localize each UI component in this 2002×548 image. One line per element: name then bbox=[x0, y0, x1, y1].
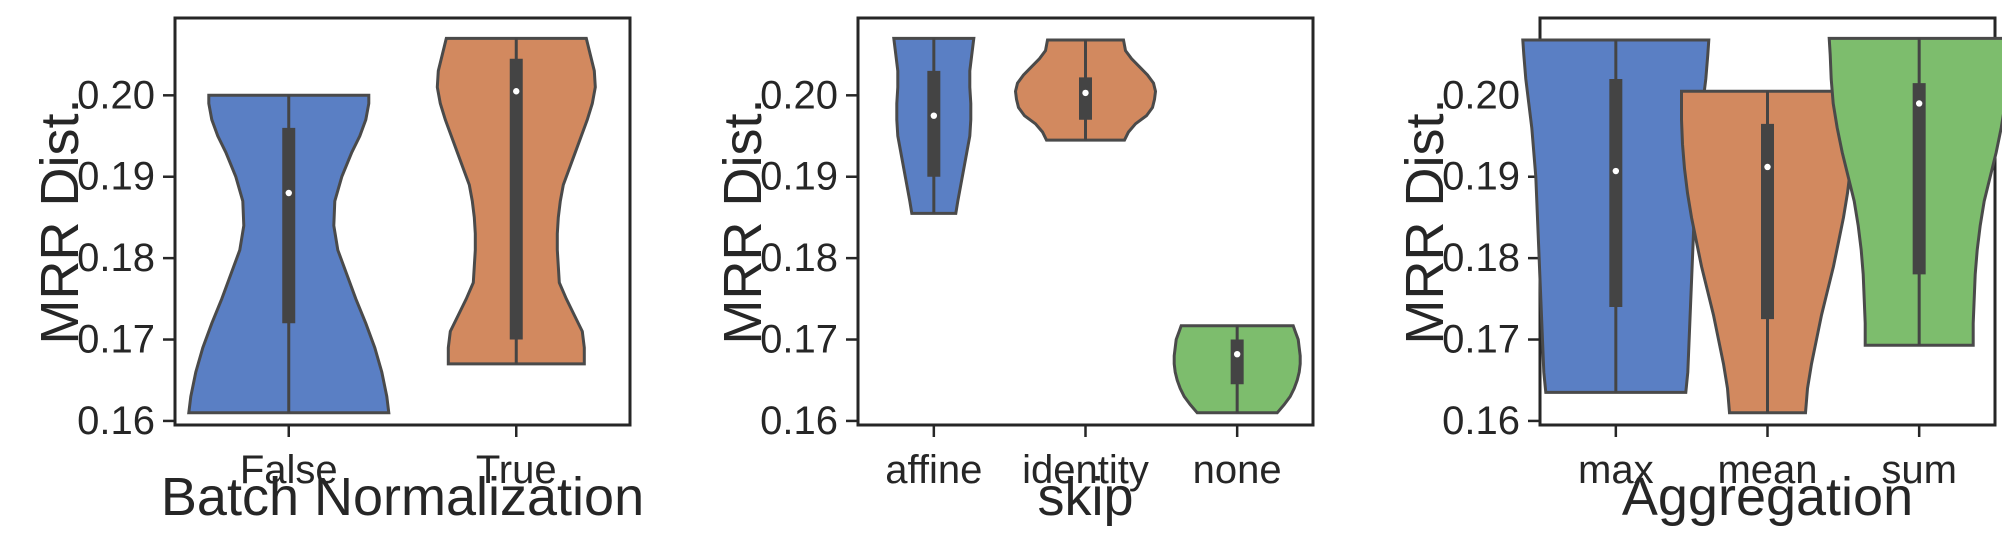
y-tick-label: 0.19 bbox=[77, 155, 155, 199]
y-axis-title: MRR Dist. bbox=[1395, 99, 1455, 345]
violin-median-point bbox=[513, 88, 520, 95]
x-tick-label: False bbox=[240, 448, 338, 492]
y-tick-label: 0.19 bbox=[1442, 155, 1520, 199]
y-tick-label: 0.16 bbox=[1442, 399, 1520, 443]
violin-median-point bbox=[930, 112, 938, 119]
y-tick-label: 0.20 bbox=[77, 73, 155, 117]
y-tick-label: 0.19 bbox=[760, 155, 838, 199]
y-axis-title: MRR Dist. bbox=[30, 99, 90, 345]
y-tick-label: 0.17 bbox=[760, 318, 838, 362]
y-tick-label: 0.20 bbox=[760, 73, 838, 117]
x-axis-title: Aggregation bbox=[1622, 467, 1913, 527]
y-tick-label: 0.16 bbox=[77, 399, 155, 443]
x-axis-title: Batch Normalization bbox=[161, 467, 644, 527]
violin-median-point bbox=[1233, 350, 1241, 358]
x-axis-title: skip bbox=[1037, 467, 1133, 527]
violin-median-point bbox=[1915, 100, 1923, 107]
y-tick-label: 0.17 bbox=[1442, 318, 1520, 362]
x-tick-label: sum bbox=[1881, 448, 1957, 492]
violin-median-point bbox=[1612, 167, 1620, 175]
x-tick-label: mean bbox=[1717, 448, 1817, 492]
x-tick-label: affine bbox=[885, 448, 982, 492]
violin-median-point bbox=[1082, 89, 1089, 97]
plot-frame bbox=[173, 16, 632, 427]
y-tick-label: 0.18 bbox=[760, 236, 838, 280]
y-tick-label: 0.18 bbox=[1442, 236, 1520, 280]
y-tick-label: 0.16 bbox=[760, 399, 838, 443]
x-tick-label: True bbox=[476, 448, 557, 492]
y-axis-title: MRR Dist. bbox=[713, 99, 773, 345]
y-tick-label: 0.17 bbox=[77, 318, 155, 362]
y-tick-label: 0.20 bbox=[1442, 73, 1520, 117]
violin-median-point bbox=[285, 189, 292, 197]
x-tick-label: identity bbox=[1022, 448, 1149, 492]
x-tick-label: max bbox=[1578, 448, 1654, 492]
x-tick-label: none bbox=[1193, 448, 1282, 492]
violin-median-point bbox=[1764, 163, 1771, 171]
y-tick-label: 0.18 bbox=[77, 236, 155, 280]
